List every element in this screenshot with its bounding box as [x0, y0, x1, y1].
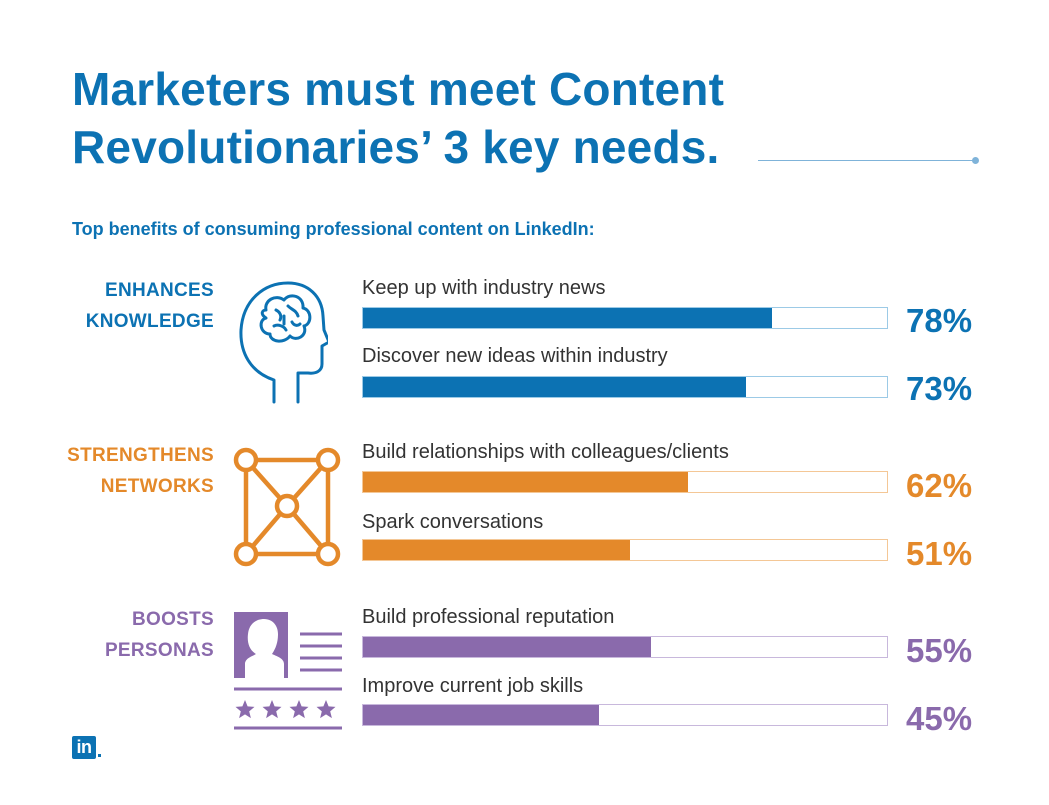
group-label-line: ENHANCES	[104, 280, 214, 301]
chart-subtitle: Top benefits of consuming professional c…	[72, 219, 595, 239]
bar-value: 78%	[906, 302, 973, 339]
bar-label: Build professional reputation	[362, 606, 615, 628]
bar-fill	[363, 472, 688, 492]
group-label-knowledge: ENHANCES KNOWLEDGE	[86, 275, 214, 337]
group-label-networks: STRENGTHENS NETWORKS	[67, 440, 214, 502]
bar-value: 51%	[906, 535, 973, 572]
bar-value: 55%	[906, 632, 973, 669]
bar-fill	[363, 308, 772, 328]
brain-head-icon	[239, 281, 328, 404]
bar-label: Discover new ideas within industry	[362, 345, 668, 367]
title-rule-dot	[972, 157, 979, 164]
bar-track	[362, 471, 888, 493]
bar-label: Spark conversations	[362, 511, 544, 533]
bar-fill	[363, 637, 652, 657]
logo-trademark-dot	[98, 754, 101, 757]
group-label-line: BOOSTS	[131, 609, 214, 630]
bar-track	[362, 539, 888, 561]
bar-fill	[363, 377, 746, 397]
group-label-line: KNOWLEDGE	[85, 311, 214, 332]
title-rule	[758, 160, 974, 161]
bar-label: Keep up with industry news	[362, 277, 606, 299]
bar-fill	[363, 705, 599, 725]
network-nodes-icon	[233, 447, 341, 567]
bar-track	[362, 636, 888, 658]
profile-card-icon	[234, 612, 342, 730]
bar-fill	[363, 540, 631, 560]
bar-label: Build relationships with colleagues/clie…	[362, 441, 729, 463]
group-label-line: PERSONAS	[104, 640, 214, 661]
group-label-personas: BOOSTS PERSONAS	[105, 604, 214, 666]
bar-track	[362, 704, 888, 726]
bar-value: 62%	[906, 467, 973, 504]
group-label-line: STRENGTHENS	[67, 445, 214, 466]
bar-value: 73%	[906, 370, 973, 407]
bar-label: Improve current job skills	[362, 675, 584, 697]
linkedin-logo-icon: in	[72, 736, 96, 759]
group-label-line: NETWORKS	[100, 476, 214, 497]
page-title: Marketers must meet Content Revolutionar…	[72, 63, 725, 173]
bar-value: 45%	[906, 700, 973, 737]
bar-track	[362, 307, 888, 329]
bar-track	[362, 376, 888, 398]
